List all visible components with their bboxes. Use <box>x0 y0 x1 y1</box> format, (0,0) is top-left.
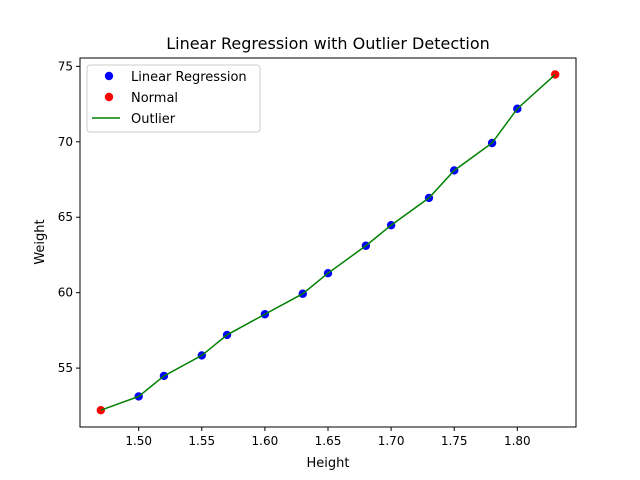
legend-label: Linear Regression <box>131 70 247 85</box>
y-tick-label: 75 <box>58 59 73 73</box>
outlier-line <box>100 73 556 411</box>
x-axis-label: Height <box>307 456 350 471</box>
legend: Linear Regression Normal Outlier <box>86 64 261 133</box>
chart-title: Linear Regression with Outlier Detection <box>166 34 490 53</box>
x-tick-label: 1.80 <box>504 434 531 448</box>
x-tick-label: 1.65 <box>315 434 342 448</box>
legend-marker <box>104 92 114 102</box>
y-axis: 55 60 65 70 75 <box>58 59 80 375</box>
x-tick-label: 1.50 <box>125 434 152 448</box>
x-axis: 1.50 1.55 1.60 1.65 1.70 1.75 1.80 <box>125 427 531 448</box>
x-tick-label: 1.55 <box>188 434 215 448</box>
legend-marker <box>104 71 114 81</box>
legend-label: Normal <box>131 91 178 106</box>
y-axis-label: Weight <box>33 219 48 264</box>
y-tick-label: 60 <box>58 286 73 300</box>
legend-label: Outlier <box>131 112 176 127</box>
y-tick-label: 55 <box>58 361 73 375</box>
x-tick-label: 1.60 <box>252 434 279 448</box>
y-tick-label: 70 <box>58 135 73 149</box>
x-tick-label: 1.75 <box>441 434 468 448</box>
plot-area <box>96 70 560 415</box>
x-tick-label: 1.70 <box>378 434 405 448</box>
y-tick-label: 65 <box>58 210 73 224</box>
legend-frame <box>86 64 261 133</box>
